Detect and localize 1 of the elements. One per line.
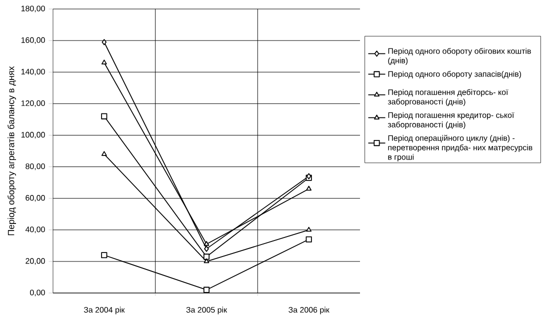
y-axis-title: Період обороту агрегатів балансу в днях: [8, 66, 16, 236]
